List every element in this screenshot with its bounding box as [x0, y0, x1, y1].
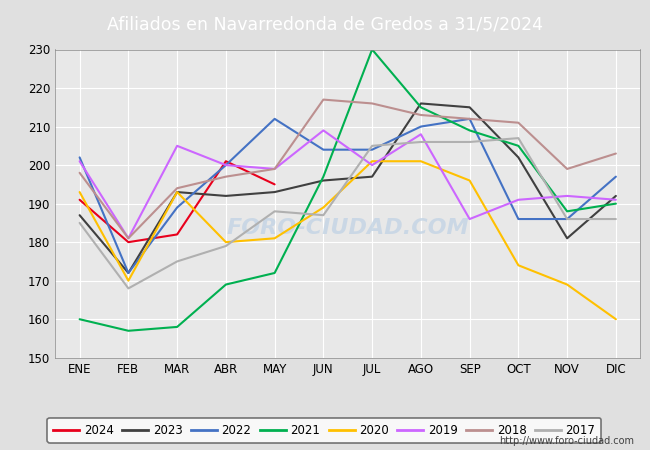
- Legend: 2024, 2023, 2022, 2021, 2020, 2019, 2018, 2017: 2024, 2023, 2022, 2021, 2020, 2019, 2018…: [47, 418, 601, 443]
- Text: http://www.foro-ciudad.com: http://www.foro-ciudad.com: [499, 436, 634, 446]
- Text: FORO-CIUDAD.COM: FORO-CIUDAD.COM: [226, 218, 469, 239]
- Text: Afiliados en Navarredonda de Gredos a 31/5/2024: Afiliados en Navarredonda de Gredos a 31…: [107, 16, 543, 34]
